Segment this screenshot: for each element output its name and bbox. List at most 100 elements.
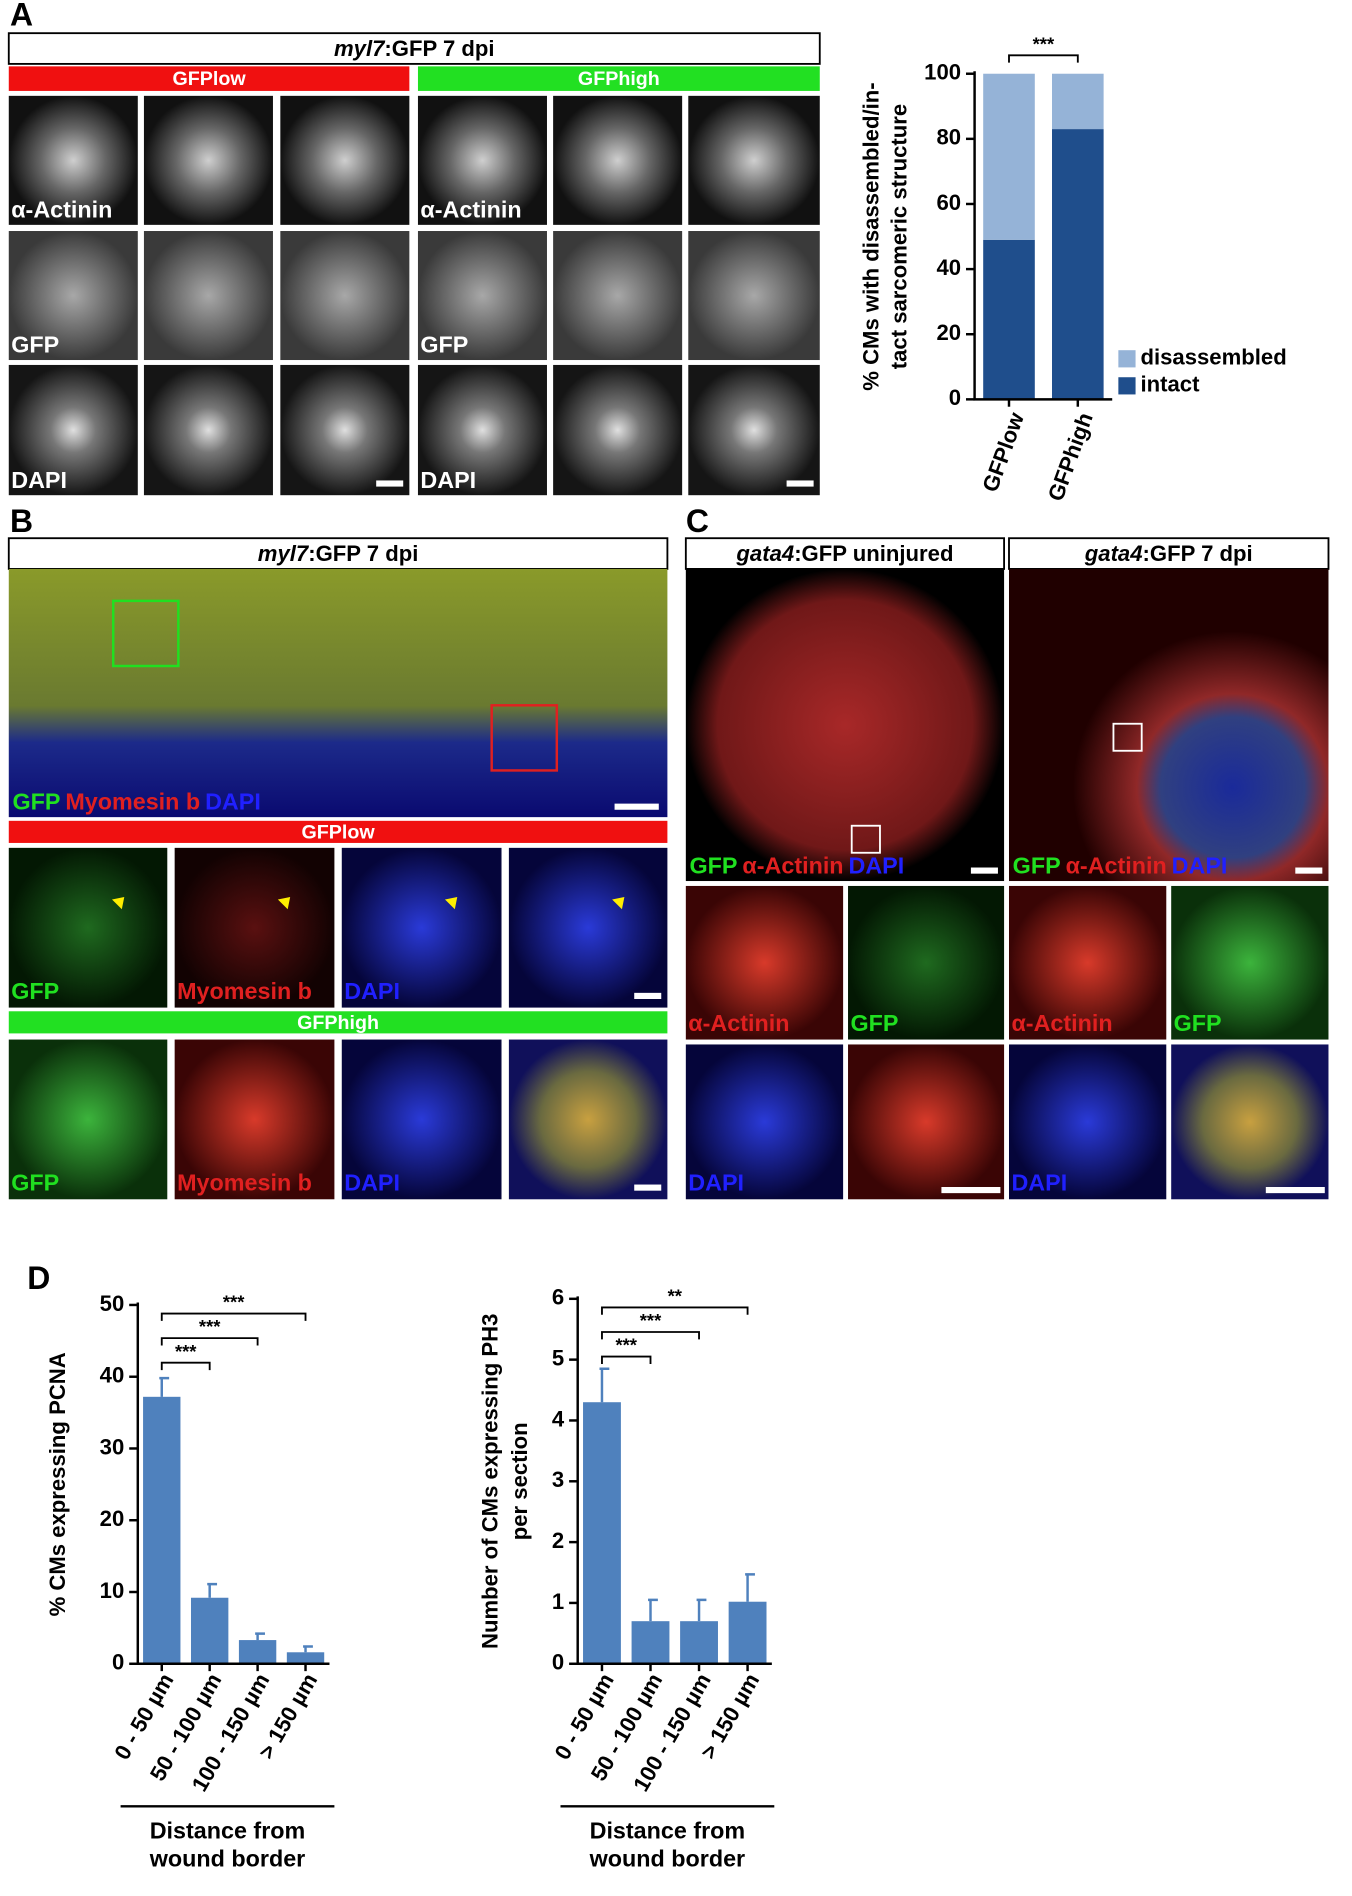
- scale-bar: [970, 867, 998, 874]
- group-label: GFPhigh: [578, 68, 660, 90]
- inset-box: [111, 599, 180, 668]
- scale-bar: [634, 1184, 662, 1191]
- construct: :GFP uninjured: [794, 541, 953, 566]
- arrow: [597, 897, 625, 917]
- micrograph: [553, 95, 683, 225]
- significance-bracket: [601, 1306, 749, 1315]
- legend-entry: Myomesin b: [65, 789, 200, 815]
- micrograph: [688, 231, 820, 361]
- y-axis-label: per section: [507, 1422, 532, 1540]
- scale-bar: [786, 480, 814, 487]
- micrograph: [143, 95, 273, 225]
- micrograph: [688, 95, 820, 225]
- panel-letter: A: [10, 0, 33, 33]
- panel-letter: B: [10, 503, 33, 539]
- error-bar: [207, 1582, 218, 1598]
- significance-label: ***: [199, 1316, 221, 1337]
- inset-box: [1112, 722, 1143, 752]
- channel-label: DAPI: [11, 467, 67, 493]
- significance-label: ***: [1033, 33, 1055, 54]
- y-tick-label: 100: [924, 60, 961, 85]
- micrograph: [685, 885, 844, 1040]
- legend-entry: GFP: [690, 853, 738, 879]
- y-tick-label: 6: [552, 1285, 564, 1310]
- significance-bracket: [601, 1331, 700, 1340]
- x-tick-label: GFPlow: [977, 409, 1029, 496]
- y-axis-label: % CMs with disassembled/in-: [858, 82, 883, 390]
- group-bar: [8, 1011, 668, 1034]
- y-tick-label: 0: [949, 385, 961, 410]
- scale-bar: [1265, 1186, 1325, 1194]
- channel-label: Myomesin b: [177, 1170, 312, 1196]
- panel-header: myl7:GFP 7 dpi: [334, 36, 495, 61]
- group-label: GFPhigh: [297, 1012, 379, 1034]
- significance-label: ***: [640, 1310, 662, 1331]
- construct: :GFP 7 dpi: [1143, 541, 1253, 566]
- arrow: [97, 897, 125, 917]
- overview-legend: GFP α-Actinin DAPI: [1013, 853, 1228, 879]
- micrograph: [1008, 1044, 1167, 1200]
- legend-entry: DAPI: [848, 853, 904, 879]
- y-tick-label: 20: [100, 1506, 125, 1531]
- panel-letter: C: [686, 503, 709, 539]
- gene-name: myl7: [258, 541, 310, 566]
- micrograph: [848, 885, 1005, 1040]
- error-bar: [745, 1573, 755, 1602]
- panel-header: myl7:GFP 7 dpi: [258, 541, 419, 566]
- significance-bracket: [160, 1312, 307, 1321]
- significance-label: ***: [175, 1341, 197, 1362]
- gene-name: myl7: [334, 36, 386, 61]
- bar: [238, 1640, 277, 1664]
- x-tick-label: GFPhigh: [1043, 409, 1098, 504]
- axis: [576, 1296, 772, 1665]
- legend-label: intact: [1140, 372, 1200, 397]
- micrograph: [1008, 885, 1167, 1040]
- micrograph: [417, 95, 547, 225]
- bar: [286, 1652, 325, 1664]
- error-bar: [303, 1645, 313, 1653]
- construct: :GFP 7 dpi: [308, 541, 418, 566]
- legend-swatch: [1118, 350, 1136, 368]
- construct: :GFP 7 dpi: [384, 36, 494, 61]
- arrow: [430, 897, 458, 917]
- channel-label: DAPI: [344, 1170, 400, 1196]
- micrograph: [688, 364, 820, 496]
- channel-label: GFP: [850, 1010, 898, 1036]
- y-tick-label: 5: [552, 1345, 564, 1370]
- inset-box: [850, 824, 881, 854]
- channel-label: GFP: [1174, 1010, 1222, 1036]
- channel-label: GFP: [420, 332, 468, 358]
- legend-entry: α-Actinin: [1066, 853, 1167, 879]
- y-tick-label: 0: [552, 1650, 564, 1675]
- micrograph: [508, 1039, 668, 1200]
- channel-label: Myomesin b: [177, 978, 312, 1004]
- inset-box: [490, 704, 559, 772]
- y-tick-label: 40: [100, 1363, 125, 1388]
- micrograph: [280, 95, 410, 225]
- micrograph: [143, 364, 273, 496]
- axis: [973, 71, 1113, 401]
- bar-segment: [1052, 73, 1104, 130]
- axis: [136, 1302, 330, 1665]
- micrograph: [1171, 1044, 1329, 1200]
- group-bar: [8, 66, 410, 91]
- scale-bar: [941, 1186, 1001, 1194]
- group-label: GFPlow: [302, 821, 376, 843]
- bar: [583, 1402, 621, 1664]
- micrograph: [848, 1044, 1005, 1200]
- bar-segment: [983, 73, 1035, 240]
- channel-label: DAPI: [688, 1170, 744, 1196]
- bar-segment: [983, 239, 1035, 400]
- micrograph: [685, 1044, 844, 1200]
- micrograph: [553, 364, 683, 496]
- y-tick-label: 2: [552, 1528, 564, 1553]
- x-axis-label: Distance from: [150, 1817, 306, 1843]
- micrograph: [174, 847, 335, 1008]
- significance-bracket: [160, 1361, 211, 1371]
- bar: [680, 1621, 718, 1664]
- legend-entry: GFP: [12, 789, 60, 815]
- micrograph: [174, 1039, 335, 1200]
- scale-bar: [376, 480, 404, 487]
- legend-entry: DAPI: [1172, 853, 1228, 879]
- gene-name: gata4: [1084, 541, 1143, 566]
